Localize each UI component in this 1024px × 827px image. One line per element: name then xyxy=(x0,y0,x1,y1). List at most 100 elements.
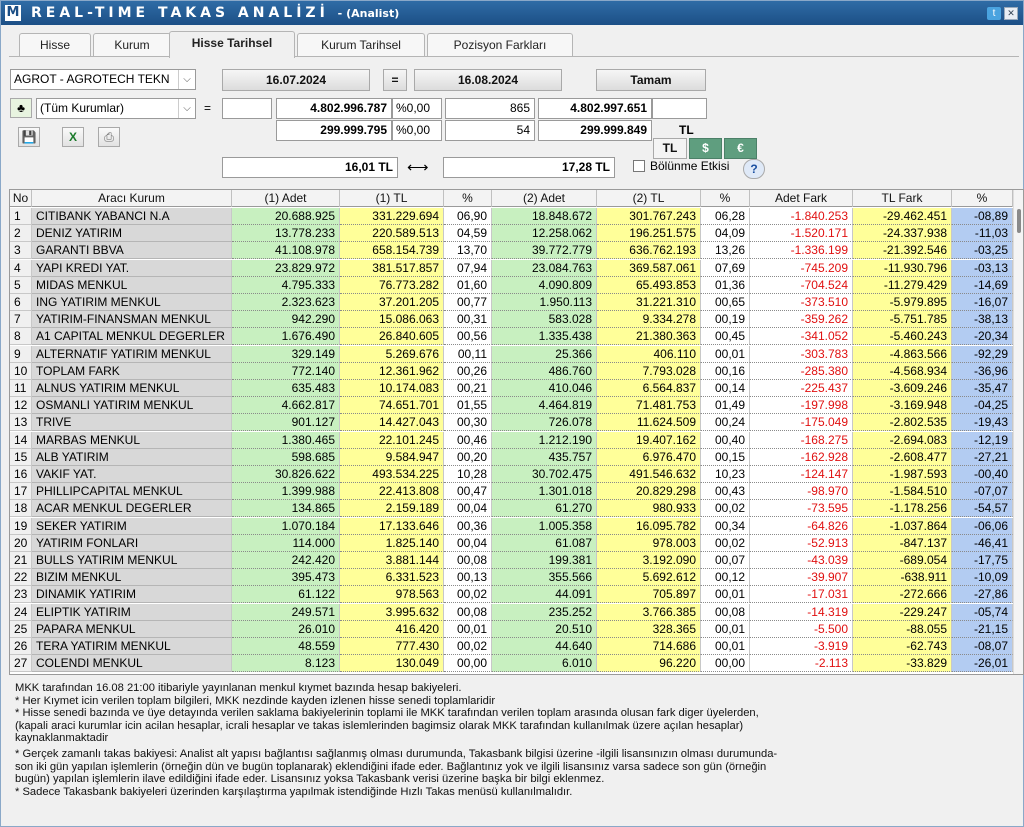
cell-tl1: 12.361.962 xyxy=(340,362,444,380)
currency-usd-button[interactable]: $ xyxy=(689,138,722,159)
print-icon[interactable]: ⎙ xyxy=(98,127,120,147)
app-logo: M xyxy=(5,5,21,21)
close-icon[interactable]: ✕ xyxy=(1004,7,1018,20)
table-row[interactable]: 20 YATIRIM FONLARI 114.000 1.825.140 00,04 61… xyxy=(10,534,1013,552)
table-row[interactable]: 22 BIZIM MENKUL 395.473 6.331.523 00,13 355.5… xyxy=(10,569,1013,587)
ok-button[interactable]: Tamam xyxy=(596,69,706,91)
currency-tl-button[interactable]: TL xyxy=(653,138,687,159)
table-row[interactable]: 16 VAKIF YAT. 30.826.622 493.534.225 10,28 30… xyxy=(10,466,1013,483)
note-line: * Hisse senedi bazında ve üye detayında … xyxy=(15,707,759,720)
table-row[interactable]: 12 OSMANLI YATIRIM MENKUL 4.662.817 74.651.… xyxy=(10,397,1013,415)
cell-no: 20 xyxy=(10,534,32,552)
table-row[interactable]: 14 MARBAS MENKUL 1.380.465 22.101.245 00,46 1… xyxy=(10,431,1013,449)
cell-pct-diff: -10,09 xyxy=(952,569,1013,587)
column-header-tl2[interactable]: (2) TL xyxy=(597,190,701,207)
table-row[interactable]: 5 MIDAS MENKUL 4.795.333 76.773.282 01,60 4.0… xyxy=(10,276,1013,294)
chevron-down-icon[interactable]: ⌵ xyxy=(178,70,195,89)
table-row[interactable]: 17 PHILLIPCAPITAL MENKUL 1.399.988 22.413.8… xyxy=(10,483,1013,501)
table-row[interactable]: 26 TERA YATIRIM MENKUL 48.559 777.430 00,02 4… xyxy=(10,638,1013,655)
table-row[interactable]: 19 SEKER YATIRIM 1.070.184 17.133.646 00,36 1… xyxy=(10,517,1013,535)
cell-broker: TERA YATIRIM MENKUL xyxy=(32,638,232,655)
table-row[interactable]: 13 TRIVE 901.127 14.427.043 00,30 726.078 11.6… xyxy=(10,414,1013,432)
cell-pct2: 00,40 xyxy=(701,431,750,449)
field-count[interactable]: 865 xyxy=(445,98,535,119)
price-end[interactable]: 17,28 TL xyxy=(443,157,615,178)
cell-qty1: 114.000 xyxy=(232,534,340,552)
column-header-pct1[interactable]: % xyxy=(444,190,492,207)
cell-tl-diff: -1.037.864 xyxy=(853,517,952,535)
column-header-qty1[interactable]: (1) Adet xyxy=(232,190,340,207)
column-header-pct-diff[interactable]: % xyxy=(952,190,1013,207)
column-header-qty-diff[interactable]: Adet Fark xyxy=(750,190,853,207)
table-row[interactable]: 15 ALB YATIRIM 598.685 9.584.947 00,20 435.75… xyxy=(10,448,1013,466)
currency-eur-button[interactable]: € xyxy=(724,138,757,159)
cell-qty-diff: -341.052 xyxy=(750,328,853,346)
excel-icon[interactable]: X xyxy=(62,127,84,147)
cell-tl2: 65.493.853 xyxy=(597,276,701,294)
cell-qty1: 4.662.817 xyxy=(232,397,340,415)
institution-select[interactable]: (Tüm Kurumlar) ⌵ xyxy=(36,98,196,119)
column-header-no[interactable]: No xyxy=(10,190,32,207)
cell-broker: BIZIM MENKUL xyxy=(32,569,232,587)
column-header-tl-diff[interactable]: TL Fark xyxy=(853,190,952,207)
field-count-row2[interactable]: 54 xyxy=(445,120,535,141)
column-header-qty2[interactable]: (2) Adet xyxy=(492,190,597,207)
column-header-broker[interactable]: Aracı Kurum xyxy=(32,190,232,207)
cell-no: 9 xyxy=(10,345,32,363)
cell-broker: MARBAS MENKUL xyxy=(32,431,232,449)
scrollbar-thumb[interactable] xyxy=(1017,209,1021,233)
table-row[interactable]: 1 CITIBANK YABANCI N.A 20.688.925 331.229.6… xyxy=(10,208,1013,225)
tab-pozisyon-farklari[interactable]: Pozisyon Farkları xyxy=(427,33,573,57)
column-header-pct2[interactable]: % xyxy=(701,190,750,207)
cell-qty1: 1.399.988 xyxy=(232,483,340,501)
cell-pct1: 00,02 xyxy=(444,638,492,655)
tab-kurum[interactable]: Kurum xyxy=(93,33,171,57)
tab-kurum-tarihsel[interactable]: Kurum Tarihsel xyxy=(297,33,425,57)
twitter-icon[interactable]: t xyxy=(987,7,1001,20)
table-row[interactable]: 18 ACAR MENKUL DEGERLER 134.865 2.159.189 00… xyxy=(10,500,1013,518)
table-row[interactable]: 3 GARANTI BBVA 41.108.978 658.154.739 13,70 3… xyxy=(10,242,1013,260)
table-row[interactable]: 4 YAPI KREDI YAT. 23.829.972 381.517.857 07,… xyxy=(10,259,1013,277)
cell-broker: ACAR MENKUL DEGERLER xyxy=(32,500,232,518)
table-row[interactable]: 24 ELIPTIK YATIRIM 249.571 3.995.632 00,08 23… xyxy=(10,603,1013,621)
table-row[interactable]: 6 ING YATIRIM MENKUL 2.323.623 37.201.205 00… xyxy=(10,294,1013,311)
date-end[interactable]: 16.08.2024 xyxy=(414,69,562,91)
cell-pct-diff: -27,21 xyxy=(952,448,1013,466)
field-tl1-row2[interactable]: 299.999.795 xyxy=(276,120,392,141)
stock-select[interactable]: AGROT - AGROTECH TEKN ⌵ xyxy=(10,69,196,90)
field-empty-1[interactable] xyxy=(222,98,272,119)
price-start[interactable]: 16,01 TL xyxy=(222,157,398,178)
cell-tl1: 3.995.632 xyxy=(340,603,444,621)
equals-button[interactable]: = xyxy=(383,69,407,91)
table-row[interactable]: 8 A1 CAPITAL MENKUL DEGERLER 1.676.490 26.8… xyxy=(10,328,1013,346)
field-tl1[interactable]: 4.802.996.787 xyxy=(276,98,392,119)
table-row[interactable]: 21 BULLS YATIRIM MENKUL 242.420 3.881.144 00… xyxy=(10,552,1013,569)
vertical-scrollbar[interactable] xyxy=(1013,190,1023,674)
field-pct1-row2[interactable]: %0,00 xyxy=(392,120,442,141)
field-empty-2[interactable] xyxy=(652,98,707,119)
date-start[interactable]: 16.07.2024 xyxy=(222,69,370,91)
cell-qty-diff: -1.520.171 xyxy=(750,225,853,243)
field-tl2-row2[interactable]: 299.999.849 xyxy=(538,120,652,141)
table-row[interactable]: 10 TOPLAM FARK 772.140 12.361.962 00,26 486.7… xyxy=(10,362,1013,380)
table-row[interactable]: 7 YATIRIM-FINANSMAN MENKUL 942.290 15.086.0… xyxy=(10,311,1013,329)
cell-tl1: 381.517.857 xyxy=(340,259,444,277)
field-pct1[interactable]: %0,00 xyxy=(392,98,442,119)
table-row[interactable]: 9 ALTERNATIF YATIRIM MENKUL 329.149 5.269.6… xyxy=(10,345,1013,363)
table-row[interactable]: 2 DENIZ YATIRIM 13.778.233 220.589.513 04,59… xyxy=(10,225,1013,243)
chevron-down-icon[interactable]: ⌵ xyxy=(178,99,195,118)
split-checkbox[interactable] xyxy=(633,160,645,172)
table-row[interactable]: 11 ALNUS YATIRIM MENKUL 635.483 10.174.083 0… xyxy=(10,380,1013,397)
column-header-tl1[interactable]: (1) TL xyxy=(340,190,444,207)
table-row[interactable]: 27 COLENDI MENKUL 8.123 130.049 00,00 6.010 96… xyxy=(10,655,1013,673)
help-icon[interactable]: ? xyxy=(743,159,765,179)
clover-icon[interactable]: ♣ xyxy=(10,98,32,118)
cell-tl1: 493.534.225 xyxy=(340,466,444,483)
field-tl2[interactable]: 4.802.997.651 xyxy=(538,98,652,119)
tab-hisse-tarihsel[interactable]: Hisse Tarihsel xyxy=(169,31,295,58)
cell-qty1: 8.123 xyxy=(232,655,340,673)
table-row[interactable]: 25 PAPARA MENKUL 26.010 416.420 00,01 20.510 3… xyxy=(10,620,1013,638)
table-row[interactable]: 23 DINAMIK YATIRIM 61.122 978.563 00,02 44.09… xyxy=(10,586,1013,604)
save-icon[interactable]: 💾 xyxy=(18,127,40,147)
tab-hisse[interactable]: Hisse xyxy=(19,33,91,57)
